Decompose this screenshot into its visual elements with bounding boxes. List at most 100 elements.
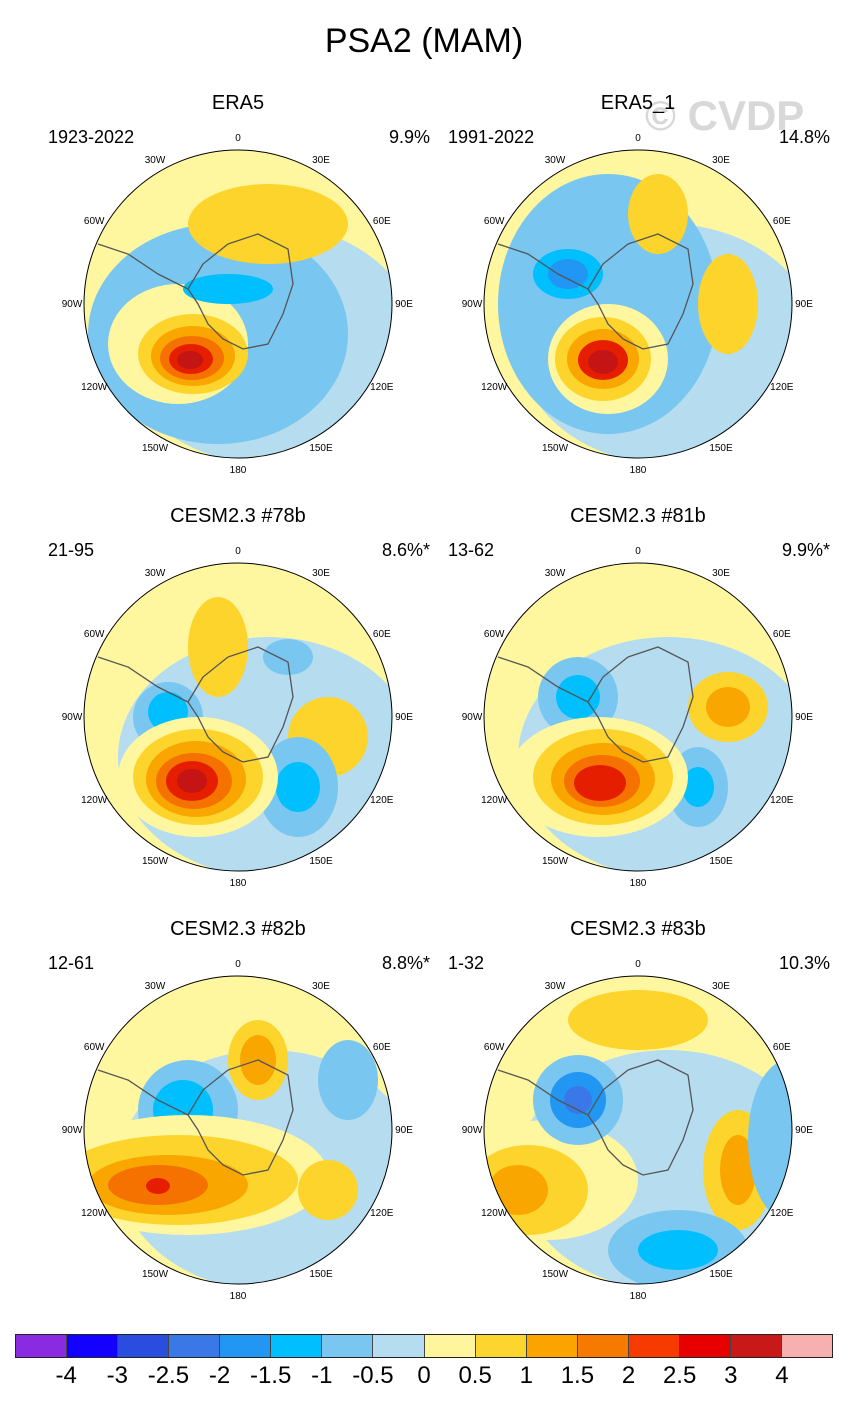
colorbar-tick-label: -1 bbox=[311, 1362, 333, 1389]
map-panel: ERA5_1 1991-2022 14.8% 0 30E 60E 90E 120E 150E 18… bbox=[448, 92, 830, 492]
panel-percent-variance: 10.3% bbox=[778, 953, 830, 973]
longitude-label: 90E bbox=[395, 712, 413, 723]
longitude-label: 90W bbox=[62, 712, 83, 723]
longitude-label: 60W bbox=[84, 629, 105, 640]
anomaly-contour bbox=[588, 350, 618, 374]
longitude-label: 60W bbox=[484, 216, 505, 227]
longitude-label: 30E bbox=[312, 568, 330, 579]
longitude-label: 60E bbox=[773, 629, 791, 640]
colorbar-swatch bbox=[16, 1335, 68, 1357]
colorbar-swatch bbox=[424, 1335, 476, 1357]
panel-title: CESM2.3 #83b bbox=[570, 918, 706, 940]
panel-percent-variance: 9.9%* bbox=[781, 540, 830, 560]
longitude-label: 120W bbox=[81, 1208, 108, 1219]
anomaly-contour bbox=[177, 351, 203, 369]
longitude-label: 120E bbox=[770, 795, 794, 806]
panel-percent-variance: 9.9% bbox=[388, 127, 430, 147]
longitude-label: 120W bbox=[481, 382, 508, 393]
panel-years: 21-95 bbox=[48, 540, 95, 560]
longitude-label: 30W bbox=[545, 981, 566, 992]
anomaly-contour bbox=[177, 769, 207, 793]
colorbar-swatch bbox=[271, 1335, 323, 1357]
panel-title: CESM2.3 #82b bbox=[170, 918, 306, 940]
panel-years: 1-32 bbox=[448, 953, 485, 973]
panel-years: 13-62 bbox=[448, 540, 495, 560]
panel-years: 12-61 bbox=[48, 953, 95, 973]
colorbar-tick-label: -0.5 bbox=[352, 1362, 394, 1389]
longitude-label: 90E bbox=[795, 712, 813, 723]
longitude-label: 180 bbox=[230, 465, 247, 476]
longitude-label: 30W bbox=[145, 155, 166, 166]
longitude-label: 30W bbox=[145, 568, 166, 579]
polar-map: 0 30E 60E 90E 120E 150E 180 150W 120W 90W 60W 30W bbox=[62, 546, 414, 889]
longitude-label: 120E bbox=[770, 382, 794, 393]
coastline bbox=[497, 646, 694, 763]
anomaly-contour bbox=[263, 639, 313, 675]
longitude-label: 120W bbox=[81, 382, 108, 393]
colorbar-tick-label: -1.5 bbox=[249, 1362, 292, 1389]
longitude-label: 0 bbox=[235, 546, 241, 557]
map-panel: CESM2.3 #81b 13-62 9.9%* 0 30E 60E 90E 120E 150E… bbox=[448, 505, 830, 905]
anomaly-contour bbox=[298, 1160, 358, 1220]
anomaly-contour bbox=[748, 1060, 792, 1220]
map-panel: ERA5 1923-2022 9.9% 0 30E 60E 90E 120E 150E 180 15… bbox=[48, 92, 430, 492]
longitude-label: 30E bbox=[312, 981, 330, 992]
anomaly-contour bbox=[146, 1178, 170, 1194]
map-panel: CESM2.3 #78b 21-95 8.6%* 0 30E 60E 90E 120E 150E… bbox=[48, 505, 430, 905]
anomaly-contour bbox=[568, 990, 708, 1050]
anomaly-contour bbox=[706, 687, 750, 727]
panel-percent-variance: 8.8%* bbox=[381, 953, 430, 973]
longitude-label: 150W bbox=[142, 856, 169, 867]
anomaly-contour bbox=[188, 597, 248, 697]
longitude-label: 0 bbox=[635, 546, 641, 557]
longitude-label: 90W bbox=[62, 299, 83, 310]
map-boundary bbox=[83, 562, 393, 872]
colorbar-tick-label: 0.5 bbox=[458, 1362, 492, 1389]
longitude-label: 60W bbox=[484, 1042, 505, 1053]
map-boundary bbox=[83, 149, 393, 459]
colorbar-tick-label: 3 bbox=[724, 1362, 738, 1389]
colorbar-tick-label: 1.5 bbox=[560, 1362, 595, 1389]
longitude-label: 0 bbox=[635, 133, 641, 144]
colorbar-tick-label: 1 bbox=[519, 1362, 533, 1389]
longitude-label: 60W bbox=[84, 1042, 105, 1053]
cvdp-watermark: © CVDP bbox=[645, 92, 805, 139]
map-boundary bbox=[83, 975, 393, 1285]
longitude-label: 150W bbox=[142, 443, 169, 454]
longitude-label: 150E bbox=[309, 1269, 333, 1280]
longitude-label: 120E bbox=[370, 1208, 394, 1219]
colorbar-swatch bbox=[526, 1335, 578, 1357]
anomaly-contour bbox=[548, 259, 588, 289]
longitude-label: 150W bbox=[542, 443, 569, 454]
colorbar-swatch bbox=[169, 1335, 221, 1357]
anomaly-contour bbox=[720, 1135, 756, 1205]
coastline bbox=[497, 233, 694, 350]
colorbar-tick-label: 2.5 bbox=[662, 1362, 697, 1389]
colorbar-swatch bbox=[628, 1335, 680, 1357]
polar-map: 0 30E 60E 90E 120E 150E 180 150W 120W 90W 60W 30W bbox=[462, 546, 814, 889]
polar-map: 0 30E 60E 90E 120E 150E 180 150W 120W 90W 60W 30W bbox=[62, 133, 414, 476]
longitude-label: 30E bbox=[712, 568, 730, 579]
colorbar-swatch bbox=[679, 1335, 731, 1357]
anomaly-contour bbox=[628, 174, 688, 254]
anomaly-contour bbox=[698, 254, 758, 354]
coastline bbox=[97, 1059, 294, 1176]
colorbar-tick-label: 2 bbox=[621, 1362, 636, 1389]
colorbar bbox=[15, 1334, 833, 1358]
map-boundary bbox=[483, 562, 793, 872]
longitude-label: 180 bbox=[230, 878, 247, 889]
colorbar-ticks: -4 -3 -2.5 -2 -1.5 -1 -0.5 0 0.5 1 1.5 2 2.5 3 4 bbox=[0, 1362, 848, 1392]
longitude-label: 60E bbox=[773, 1042, 791, 1053]
panel-years: 1991-2022 bbox=[448, 127, 535, 147]
longitude-label: 150E bbox=[309, 856, 333, 867]
longitude-label: 30W bbox=[545, 155, 566, 166]
longitude-label: 90E bbox=[395, 1125, 413, 1136]
longitude-label: 150E bbox=[709, 1269, 733, 1280]
longitude-label: 150W bbox=[542, 856, 569, 867]
longitude-label: 60E bbox=[773, 216, 791, 227]
panel-title: ERA5 bbox=[211, 92, 265, 114]
colorbar-swatch bbox=[220, 1335, 272, 1357]
anomaly-contour bbox=[488, 1165, 548, 1215]
longitude-label: 60E bbox=[373, 216, 391, 227]
longitude-label: 0 bbox=[635, 959, 641, 970]
